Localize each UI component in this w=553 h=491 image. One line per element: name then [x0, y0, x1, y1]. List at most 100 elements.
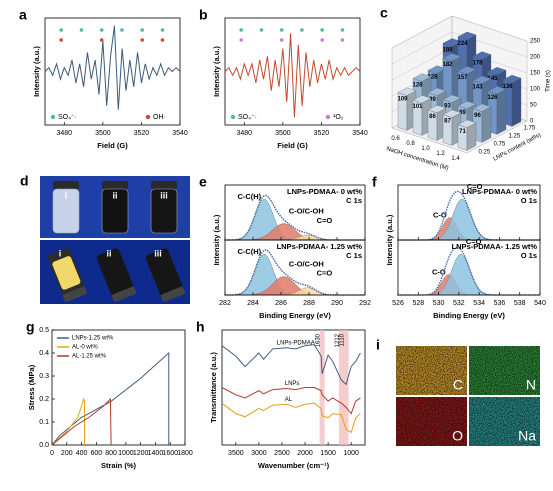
value-label: 87 — [444, 119, 451, 125]
subplot-title: LNPs-PDMAA- 1.25 wt% — [277, 242, 363, 251]
y-tick-label: 0.2 — [39, 396, 49, 403]
x-tick-label: 1800 — [177, 450, 193, 457]
vial-cap — [151, 181, 177, 189]
element-label: C — [453, 377, 463, 393]
series-line — [51, 351, 170, 446]
bar-top — [472, 75, 492, 84]
vial-body — [52, 188, 80, 234]
panel-label: e — [199, 174, 207, 190]
panel-label: d — [20, 173, 29, 189]
value-label: 157 — [457, 75, 468, 81]
value-label: 136 — [502, 84, 513, 90]
depth-tick-label: 1.75 — [524, 126, 536, 132]
vial-label: ii — [106, 248, 111, 258]
x-tick-label: 0.6 — [391, 136, 400, 142]
bar-top — [457, 119, 477, 128]
y-tick-label: 0.4 — [39, 350, 49, 357]
legend-label: OH· — [153, 114, 166, 121]
hyperfine-dot — [320, 28, 325, 32]
x-tick-label: 3520 — [314, 130, 330, 137]
vial-body — [145, 248, 183, 296]
value-label: 101 — [412, 104, 423, 110]
y-axis-label: Transmittance (a.u.) — [209, 352, 218, 423]
hyperfine-dot — [340, 38, 345, 42]
x-tick-label: 1200 — [133, 450, 149, 457]
subplot-title: LNPs-PDMAA- 0 wt% — [287, 187, 362, 196]
x-tick-label: 1400 — [148, 450, 164, 457]
z-tick-label: 250 — [530, 39, 541, 45]
bar-side — [511, 77, 522, 127]
vial-body — [101, 188, 129, 234]
map-noise — [396, 346, 467, 395]
x-tick-label: 530 — [433, 300, 445, 307]
x-tick-label: 538 — [514, 300, 526, 307]
vial-label: ii — [112, 190, 117, 200]
legend-label: SO₄⁻· — [58, 114, 77, 121]
panel-label: a — [19, 7, 27, 23]
bar-top — [457, 100, 477, 110]
series-line — [44, 25, 181, 110]
value-label: 224 — [457, 41, 468, 47]
band-label: 1110 — [340, 333, 346, 346]
x-tick-label: 400 — [76, 450, 88, 457]
bar-top — [457, 66, 477, 75]
bar-top — [457, 31, 477, 40]
legend-label: AL-0 wt% — [72, 345, 98, 351]
x-axis-label: Field (G) — [277, 141, 308, 150]
y-axis-label: Intensity (a.u.) — [212, 46, 221, 97]
hyperfine-dot — [99, 38, 104, 42]
x-axis-label: Binding Energy (eV) — [259, 311, 331, 320]
value-label: 188 — [442, 47, 453, 53]
bar-top — [487, 86, 507, 95]
band-label: 1630 — [316, 333, 322, 347]
legend-label: ¹O₂ — [333, 114, 344, 121]
bar-top — [502, 74, 522, 84]
x-tick-label: 1600 — [162, 450, 178, 457]
bar-top — [442, 53, 462, 62]
grid-line — [391, 15, 528, 49]
peak-label: C-C(H) — [237, 247, 261, 256]
hyperfine-dot — [59, 28, 63, 32]
value-label: 143 — [472, 85, 483, 91]
peak-label: C-C(H) — [237, 192, 261, 201]
value-label: 86 — [429, 114, 436, 120]
band — [319, 330, 325, 445]
value-label: 109 — [397, 97, 408, 103]
x-tick-label: 3500 — [95, 130, 111, 137]
band-label: 1212 — [335, 333, 341, 347]
value-label: 126 — [487, 95, 498, 101]
vial-body — [96, 248, 134, 296]
y-tick-label: 0.1 — [39, 419, 49, 426]
depth-tick-label: 0.25 — [479, 150, 491, 156]
depth-tick-label: 0.75 — [494, 142, 506, 148]
plot-frame — [51, 329, 186, 446]
x-tick-label: 528 — [412, 300, 424, 307]
series-label: LNPs-PDMAA — [277, 340, 315, 346]
x-tick-label: 0 — [50, 450, 54, 457]
hyperfine-dot — [279, 38, 284, 42]
hyperfine-dot — [300, 28, 304, 32]
x-tick-label: 292 — [359, 300, 371, 307]
band — [343, 330, 349, 445]
bar-top — [472, 103, 492, 112]
hyperfine-dot — [140, 38, 144, 42]
legend-dot — [145, 114, 151, 120]
y-tick-label: 0.3 — [39, 373, 49, 380]
panel-label: i — [376, 337, 380, 353]
z-tick-label: 50 — [530, 103, 537, 109]
x-tick-label: 1000 — [118, 450, 134, 457]
x-axis-label: Wavenumber (cm⁻¹) — [258, 461, 330, 470]
value-label: 182 — [442, 62, 453, 68]
x-axis-label: Strain (%) — [101, 461, 137, 470]
gel — [52, 256, 81, 290]
y-axis-label: Intensity (a.u.) — [212, 214, 221, 265]
series-line — [51, 397, 112, 446]
panel-label: b — [199, 7, 208, 23]
band — [338, 330, 344, 445]
series-label: AL — [285, 397, 293, 403]
vial-label: i — [59, 248, 62, 258]
legend-label: SO₄⁻· — [238, 114, 257, 121]
element-label: N — [526, 377, 536, 393]
peak-label: C-O/C-OH — [289, 207, 324, 216]
subplot-core: O 1s — [521, 251, 537, 260]
